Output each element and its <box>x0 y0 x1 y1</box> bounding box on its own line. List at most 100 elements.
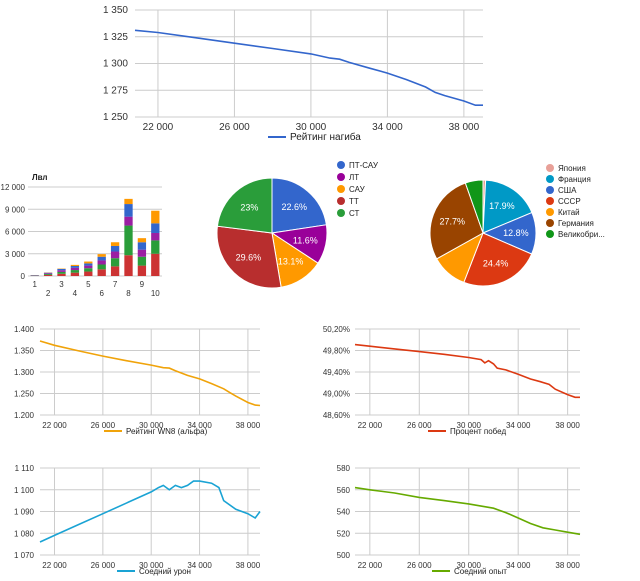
levels-y-tick-label: 6 000 <box>5 228 26 237</box>
wn8-x-tick-label: 30 000 <box>139 421 164 430</box>
levels-bar-segment <box>151 210 160 224</box>
levels-y-tick-label: 0 <box>21 272 26 281</box>
levels-bar-segment <box>124 216 133 226</box>
levels-bar-segment <box>70 265 80 268</box>
levels-bar-segment <box>57 273 66 276</box>
nations-legend-swatch <box>546 219 554 227</box>
types-legend-label: САУ <box>349 185 366 194</box>
levels-bar-segment <box>124 225 133 256</box>
levels-bar-segment <box>137 238 147 243</box>
wn8-y-tick-label: 1.250 <box>14 390 35 399</box>
types-legend-label: ТТ <box>349 197 359 206</box>
nations-legend-label: СССР <box>558 197 581 206</box>
levels-bar-segment <box>137 249 147 257</box>
types-legend-swatch <box>337 173 345 181</box>
levels-bar-segment <box>124 198 133 205</box>
damage-y-tick-label: 1 110 <box>15 464 35 473</box>
levels-bar-segment <box>84 268 93 272</box>
levels-bar-segment <box>151 240 160 254</box>
winrate-legend-label: Процент побед <box>450 427 506 436</box>
types-slice-label: 23% <box>240 202 258 212</box>
exp-x-tick-label: 26 000 <box>407 561 432 570</box>
exp-x-tick-label: 22 000 <box>358 561 383 570</box>
wn8-y-tick-label: 1.400 <box>14 325 35 334</box>
exp-y-tick-label: 580 <box>337 464 351 473</box>
damage-y-tick-label: 1 070 <box>14 551 35 560</box>
exp-y-tick-label: 540 <box>337 508 351 517</box>
levels-bar-segment <box>137 242 147 250</box>
damage-x-tick-label: 26 000 <box>91 561 116 570</box>
levels-x-tick-label: 7 <box>113 280 118 289</box>
types-legend-swatch <box>337 197 345 205</box>
types-slice <box>271 177 327 234</box>
levels-bar-segment <box>84 271 93 276</box>
rating-x-tick-label: 34 000 <box>372 122 403 133</box>
damage-x-tick-label: 38 000 <box>236 561 261 570</box>
damage-y-tick-label: 1 090 <box>14 508 35 517</box>
levels-bar-segment <box>110 251 120 259</box>
levels-bar-segment <box>137 256 147 266</box>
wn8-y-tick-label: 1.300 <box>14 368 35 377</box>
exp-y-tick-label: 560 <box>337 486 351 495</box>
winrate-y-tick-label: 49,80% <box>323 347 350 356</box>
types-legend-label: ЛТ <box>349 173 359 182</box>
rating-legend-label: Рейтинг нагиба <box>290 131 361 143</box>
types-legend-swatch <box>337 209 345 217</box>
levels-bar-segment <box>97 260 106 265</box>
wn8-x-tick-label: 38 000 <box>236 421 261 430</box>
nations-slice <box>482 179 533 234</box>
winrate-y-tick-label: 49,40% <box>323 368 350 377</box>
wn8-x-tick-label: 22 000 <box>42 421 67 430</box>
levels-x-tick-label: 6 <box>99 289 104 298</box>
rating-y-tick-label: 1 300 <box>103 59 128 70</box>
types-legend-label: СТ <box>349 209 360 218</box>
wn8-series-line <box>39 340 261 407</box>
levels-x-tick-label: 4 <box>73 289 78 298</box>
nations-slice <box>464 179 484 234</box>
nations-legend-swatch <box>546 208 554 216</box>
levels-bar-segment <box>70 272 80 276</box>
winrate-y-tick-label: 49,00% <box>323 390 350 399</box>
winrate-y-tick-label: 48,60% <box>323 411 350 420</box>
levels-bar-segment <box>43 273 53 275</box>
levels-bar-segment <box>124 255 133 276</box>
levels-bar-segment <box>43 272 53 274</box>
nations-legend-label: Япония <box>558 164 586 173</box>
levels-bar-segment <box>70 264 80 266</box>
nations-legend-swatch <box>546 164 554 172</box>
levels-x-tick-label: 3 <box>59 280 64 289</box>
nations-slice-label: 17.9% <box>489 201 515 211</box>
winrate-x-tick-label: 38 000 <box>555 421 580 430</box>
winrate-y-tick-label: 50,20% <box>323 325 350 334</box>
exp-legend-label: Соедний опыт <box>454 567 507 576</box>
levels-bar-segment <box>151 253 160 276</box>
damage-y-tick-label: 1 080 <box>14 529 35 538</box>
levels-bar-segment <box>110 245 120 252</box>
levels-bar-segment <box>124 204 133 217</box>
damage-series-line <box>39 480 261 543</box>
exp-y-tick-label: 500 <box>337 551 351 560</box>
damage-legend-label: Соедний урон <box>139 567 191 576</box>
nations-slice <box>429 182 484 260</box>
winrate-x-tick-label: 34 000 <box>506 421 531 430</box>
levels-x-tick-label: 8 <box>126 289 131 298</box>
levels-bar-segment <box>151 223 160 233</box>
levels-bar-segment <box>97 256 106 261</box>
exp-y-tick-label: 520 <box>337 529 351 538</box>
levels-x-tick-label: 9 <box>140 280 145 289</box>
wn8-legend-label: Рейтинг WN8 (альфа) <box>126 427 208 436</box>
levels-y-tick-label: 3 000 <box>5 250 26 259</box>
levels-bar-segment <box>110 258 120 267</box>
rating-series-line <box>134 29 483 106</box>
exp-series-line <box>354 486 581 536</box>
types-slice-label: 22.6% <box>281 202 307 212</box>
winrate-x-tick-label: 30 000 <box>457 421 482 430</box>
types-slice-label: 29.6% <box>236 253 262 263</box>
exp-x-tick-label: 30 000 <box>457 561 482 570</box>
levels-bar-segment <box>43 273 53 274</box>
